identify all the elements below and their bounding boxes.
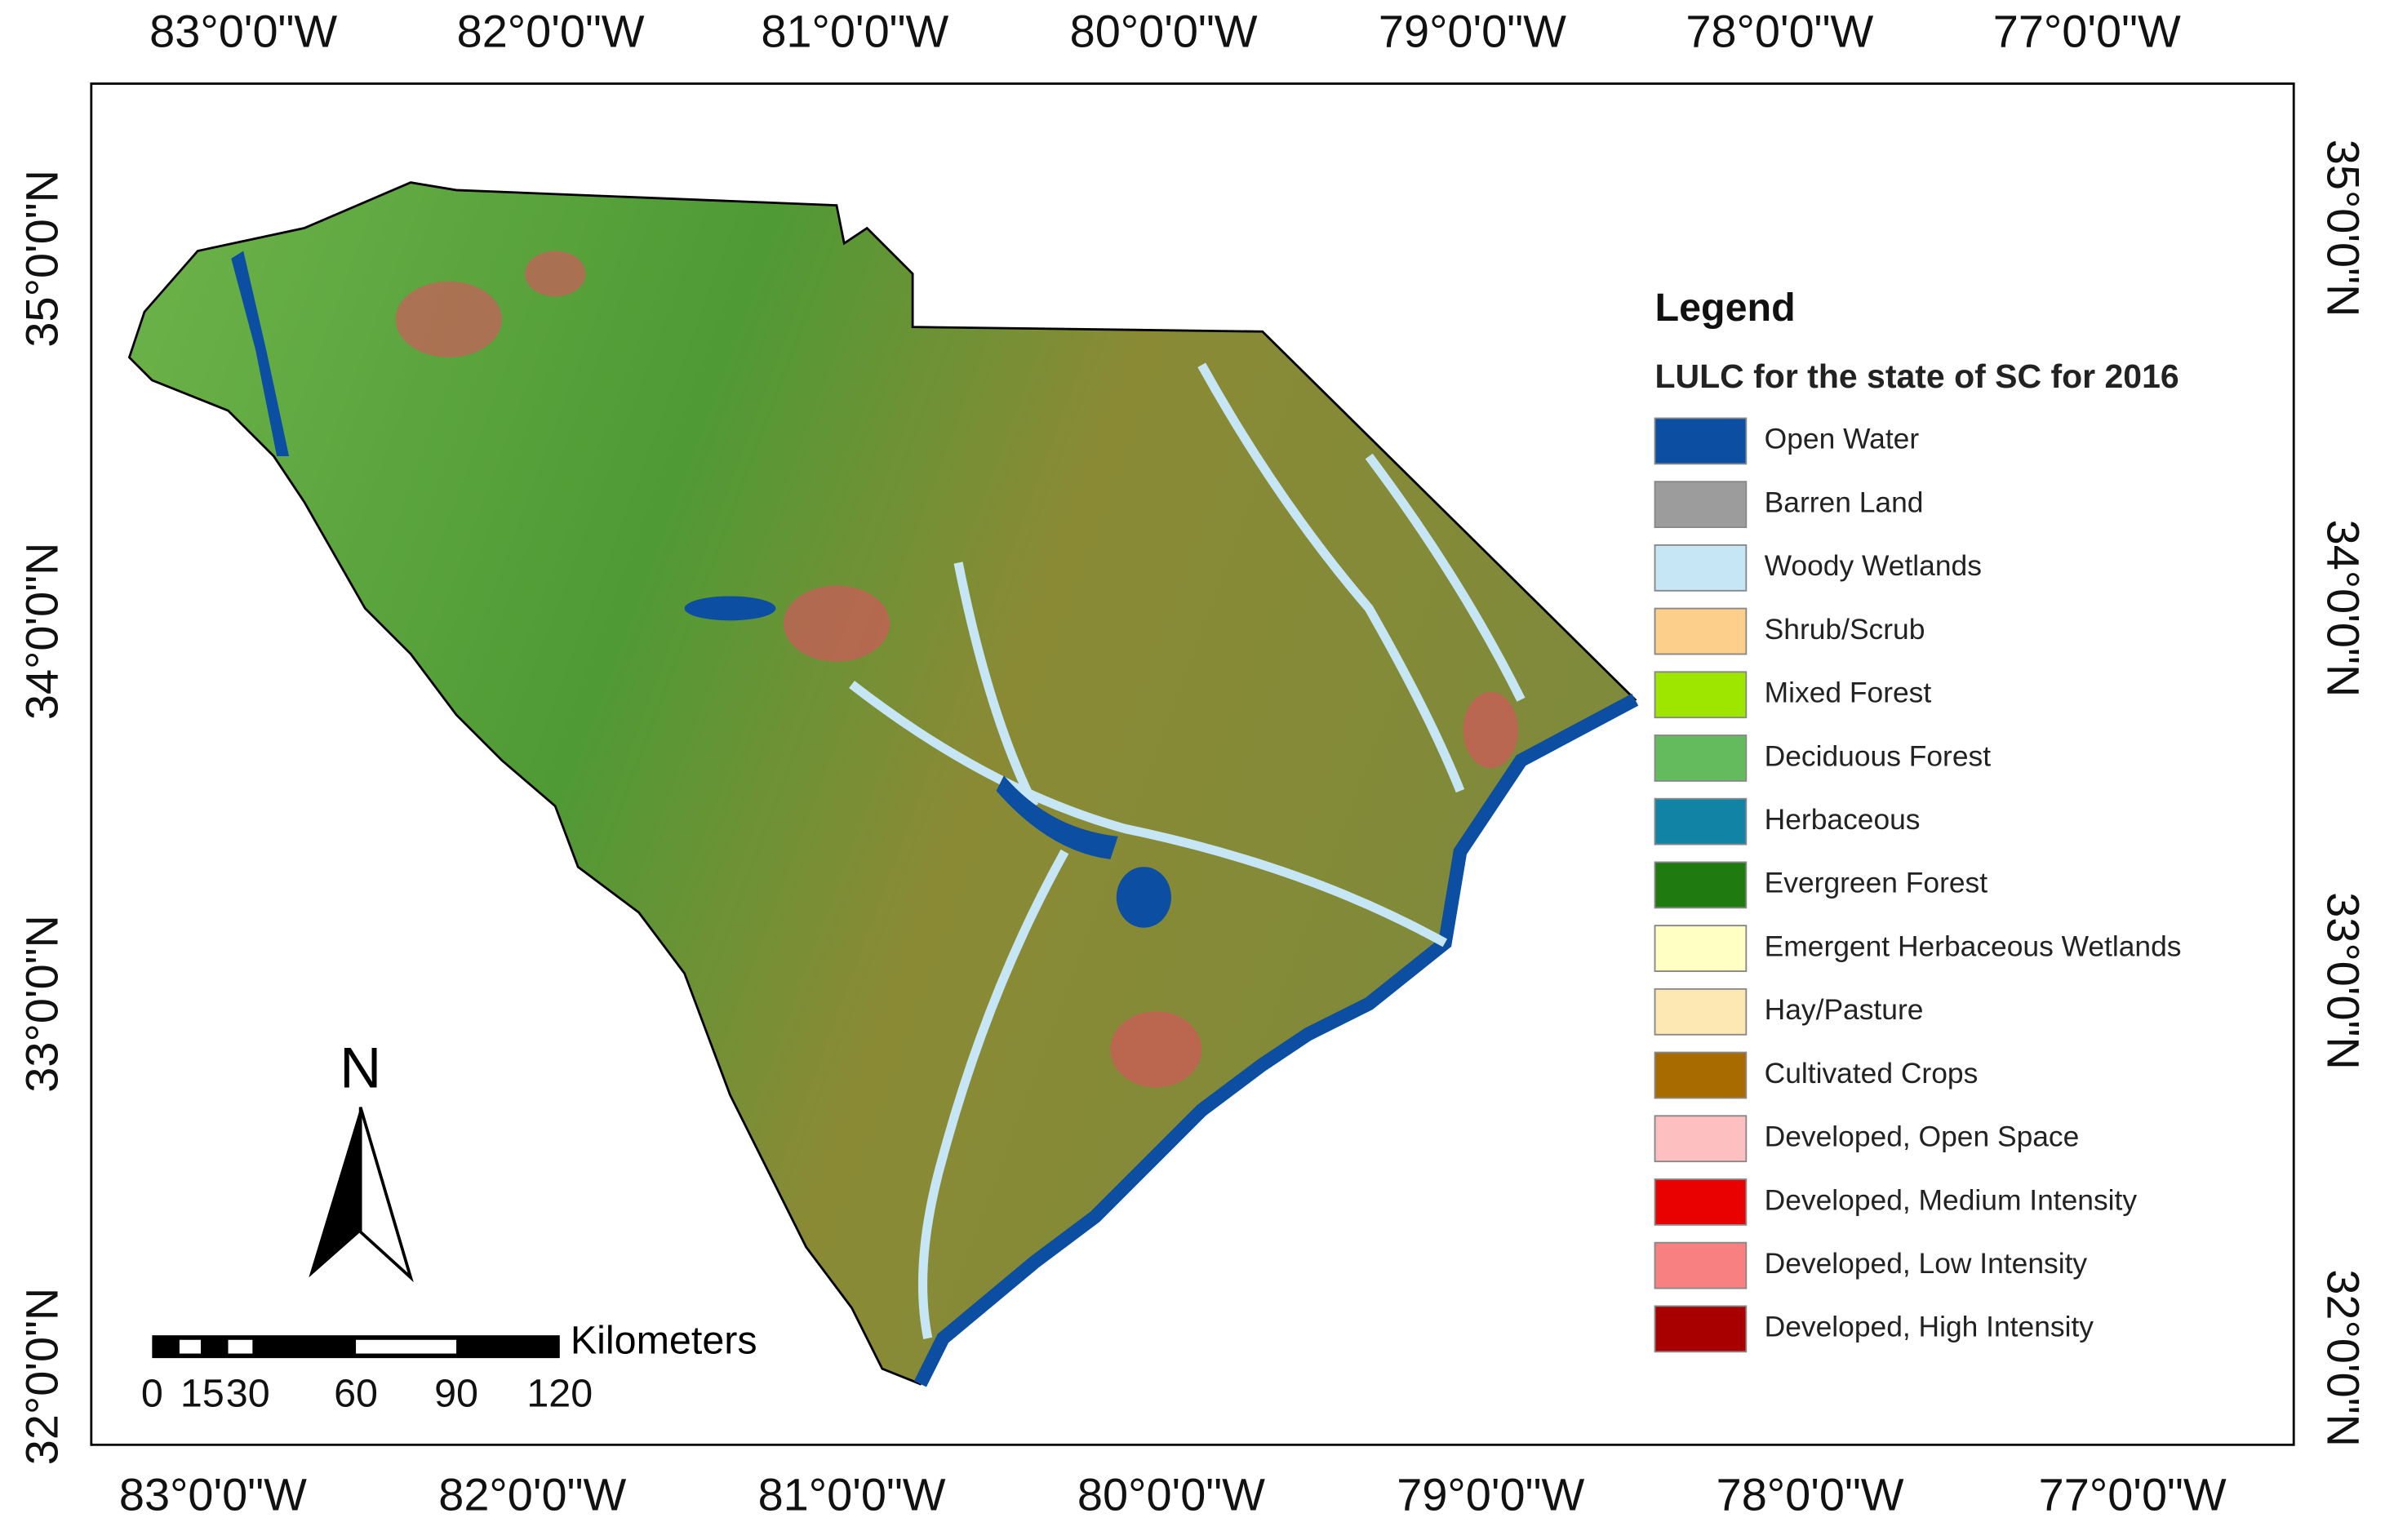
legend-swatch (1654, 1305, 1748, 1353)
top-label: 80°0'0"W (1070, 6, 1258, 57)
scale-tick: 15 (180, 1372, 224, 1416)
top-label: 82°0'0"W (457, 6, 645, 57)
scale-tick: 90 (434, 1372, 478, 1416)
legend-label: Hay/Pasture (1765, 993, 1924, 1026)
scale-bar-body (152, 1335, 560, 1359)
legend-label: Developed, Open Space (1765, 1121, 2080, 1153)
left-label: 34°0'0"N (16, 543, 68, 721)
top-label: 77°0'0"W (1993, 6, 2181, 57)
right-label: 35°0'0"N (2317, 140, 2369, 317)
rivers (849, 362, 1526, 1339)
scale-tick: 30 (226, 1372, 270, 1416)
legend-subtitle: LULC for the state of SC for 2016 (1655, 357, 2179, 395)
legend-swatch (1654, 481, 1748, 529)
bottom-label: 78°0'0"W (1717, 1468, 1904, 1520)
legend-label: Shrub/Scrub (1765, 613, 1925, 646)
legend-swatch (1654, 1178, 1748, 1226)
right-label: 33°0'0"N (2317, 892, 2369, 1070)
urban-areas (395, 251, 1518, 1088)
scale-seg (179, 1339, 201, 1354)
legend-swatch (1654, 861, 1748, 909)
legend-label: Barren Land (1765, 486, 1924, 518)
legend: Legend LULC for the state of SC for 2016… (1654, 286, 2182, 1353)
scale-seg (356, 1339, 457, 1354)
bottom-label: 81°0'0"W (758, 1468, 946, 1520)
right-label: 34°0'0"N (2317, 520, 2369, 698)
legend-label: Developed, High Intensity (1765, 1311, 2094, 1343)
legend-swatch (1654, 797, 1748, 845)
left-label: 35°0'0"N (16, 170, 68, 348)
legend-label: Open Water (1765, 423, 1920, 455)
scale-bar: Kilometers 0 15 30 60 90 120 (141, 1318, 757, 1415)
north-label: N (340, 1036, 381, 1100)
legend-swatch (1654, 607, 1748, 655)
scale-unit: Kilometers (571, 1318, 757, 1362)
legend-swatch (1654, 544, 1748, 592)
legend-swatch (1654, 1115, 1748, 1163)
legend-label: Deciduous Forest (1765, 739, 1992, 772)
legend-swatch (1654, 734, 1748, 782)
bottom-label: 80°0'0"W (1077, 1468, 1265, 1520)
legend-label: Herbaceous (1765, 803, 1921, 836)
legend-label: Woody Wetlands (1765, 549, 1982, 582)
lakes (231, 251, 1171, 928)
coastline (913, 693, 1639, 1387)
scale-tick: 120 (526, 1372, 593, 1416)
right-label: 32°0'0"N (2317, 1269, 2369, 1447)
graticule-labels: 83°0'0"W 82°0'0"W 81°0'0"W 80°0'0"W 79°0… (16, 6, 2369, 1520)
legend-label: Emergent Herbaceous Wetlands (1765, 930, 2182, 962)
legend-items: Open Water Barren Land Woody Wetlands Shrub… (1654, 417, 2182, 1353)
legend-label: Developed, Medium Intensity (1765, 1183, 2138, 1216)
scale-seg (228, 1339, 253, 1354)
bottom-label: 82°0'0"W (438, 1468, 626, 1520)
top-label: 83°0'0"W (149, 6, 337, 57)
scale-tick: 60 (334, 1372, 378, 1416)
legend-swatch (1654, 925, 1748, 972)
bottom-label: 79°0'0"W (1397, 1468, 1584, 1520)
legend-swatch (1654, 671, 1748, 719)
legend-label: Evergreen Forest (1765, 867, 1988, 899)
legend-swatch (1654, 417, 1748, 465)
legend-label: Mixed Forest (1765, 677, 1932, 709)
top-label: 81°0'0"W (761, 6, 948, 57)
legend-swatch (1654, 1241, 1748, 1289)
legend-label: Cultivated Crops (1765, 1057, 1979, 1090)
top-label: 79°0'0"W (1379, 6, 1566, 57)
left-label: 32°0'0"N (16, 1288, 68, 1466)
legend-label: Developed, Low Intensity (1765, 1247, 2088, 1280)
bottom-label: 83°0'0"W (119, 1468, 307, 1520)
state-map (127, 181, 1639, 1387)
left-label: 33°0'0"N (16, 915, 68, 1093)
top-label: 78°0'0"W (1685, 6, 1873, 57)
legend-title: Legend (1655, 286, 1796, 330)
bottom-label: 77°0'0"W (2039, 1468, 2227, 1520)
legend-swatch (1654, 1051, 1748, 1099)
arrow-right (358, 1107, 414, 1283)
scale-tick: 0 (141, 1372, 163, 1416)
legend-swatch (1654, 987, 1748, 1036)
